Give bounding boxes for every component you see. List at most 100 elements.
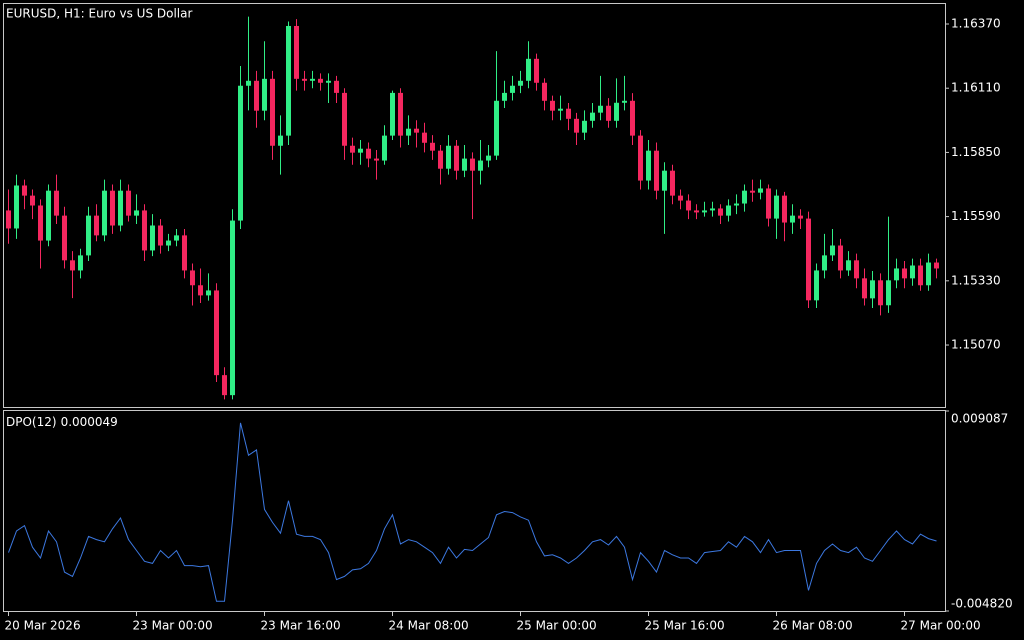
candle-body xyxy=(446,145,451,169)
candle-body xyxy=(718,208,723,216)
candle-body xyxy=(550,100,555,111)
y-tick-label: 1.15850 xyxy=(951,145,1001,159)
candle-body xyxy=(54,190,59,216)
candle-body xyxy=(678,195,683,201)
candle-body xyxy=(606,105,611,121)
candle-body xyxy=(358,148,363,153)
candle-body xyxy=(62,215,67,261)
candle-body xyxy=(78,255,83,271)
candle-body xyxy=(750,190,755,193)
candle-body xyxy=(910,265,915,279)
candle-body xyxy=(278,135,283,146)
candle-body xyxy=(558,108,563,111)
candle-body xyxy=(470,158,475,171)
candle-body xyxy=(934,262,939,269)
candle-body xyxy=(638,135,643,181)
candle-body xyxy=(918,265,923,286)
candle-body xyxy=(38,205,43,241)
candle-body xyxy=(214,290,219,376)
candle-body xyxy=(30,195,35,206)
candle-body xyxy=(294,25,299,79)
candle-body xyxy=(46,190,51,241)
candle-body xyxy=(806,218,811,301)
candle-body xyxy=(526,58,531,81)
candle-body xyxy=(518,80,523,86)
candle-body xyxy=(6,210,11,229)
candle-body xyxy=(486,155,491,161)
candle-body xyxy=(454,145,459,171)
candle-body xyxy=(398,92,403,136)
candle-body xyxy=(286,25,291,136)
candle-body xyxy=(774,195,779,219)
candle-body xyxy=(390,92,395,136)
candle-body xyxy=(510,85,515,93)
y-tick-label: 0.009087 xyxy=(951,412,1008,426)
y-tick-label: 1.16370 xyxy=(951,17,1001,31)
candle-body xyxy=(830,245,835,256)
candle-body xyxy=(134,210,139,216)
candle-body xyxy=(142,210,147,251)
candle-body xyxy=(670,170,675,196)
x-tick-label: 20 Mar 2026 xyxy=(5,619,81,633)
candle-body xyxy=(614,102,619,121)
candle-body xyxy=(110,190,115,226)
candle-body xyxy=(598,105,603,113)
indicator-line xyxy=(8,422,937,602)
candle-body xyxy=(206,290,211,296)
candle-body xyxy=(534,58,539,83)
candle-body xyxy=(318,78,323,83)
candle-body xyxy=(726,205,731,216)
y-tick-label: 1.16110 xyxy=(951,81,1001,95)
y-tick-label: 1.15070 xyxy=(951,338,1001,352)
candle-body xyxy=(326,80,331,83)
candle-body xyxy=(126,190,131,216)
candle-body xyxy=(902,268,907,279)
x-tick-label: 25 Mar 16:00 xyxy=(645,619,725,633)
candle-body xyxy=(94,215,99,236)
candle-body xyxy=(310,78,315,81)
candle-body xyxy=(574,118,579,133)
candle-body xyxy=(350,145,355,153)
candle-body xyxy=(870,280,875,299)
candle-body xyxy=(886,280,891,306)
candle-body xyxy=(758,188,763,193)
candle-body xyxy=(782,195,787,223)
candle-body xyxy=(230,220,235,396)
x-tick-label: 27 Mar 00:00 xyxy=(901,619,981,633)
candle-body xyxy=(822,255,827,271)
candle-body xyxy=(710,208,715,211)
candle-body xyxy=(430,142,435,151)
candle-body xyxy=(270,78,275,146)
indicator-panel xyxy=(3,410,946,612)
candle-body xyxy=(222,375,227,396)
candle-body xyxy=(150,225,155,251)
candle-body xyxy=(254,80,259,111)
candle-body xyxy=(86,215,91,256)
candle-body xyxy=(646,150,651,181)
candle-body xyxy=(102,190,107,236)
candle-body xyxy=(894,268,899,281)
candle-body xyxy=(422,132,427,143)
y-tick-label: 1.15590 xyxy=(951,209,1001,223)
candle-body xyxy=(366,148,371,159)
candle-body xyxy=(838,245,843,271)
candle-body xyxy=(854,260,859,279)
candle-body xyxy=(414,128,419,133)
x-tick-label: 25 Mar 00:00 xyxy=(517,619,597,633)
candle-body xyxy=(846,260,851,271)
candle-body xyxy=(14,185,19,229)
candle-body xyxy=(582,120,587,133)
y-tick-label: 1.15330 xyxy=(951,273,1001,287)
candle-body xyxy=(654,150,659,191)
chart-title: EURUSD, H1: Euro vs US Dollar xyxy=(6,7,192,21)
candle-body xyxy=(862,278,867,299)
candle-body xyxy=(790,215,795,223)
candle-body xyxy=(798,215,803,219)
candle-body xyxy=(22,185,27,196)
candle-body xyxy=(622,100,627,103)
candle-body xyxy=(542,82,547,101)
candle-body xyxy=(926,262,931,286)
candle-body xyxy=(702,210,707,213)
candle-body xyxy=(246,80,251,86)
